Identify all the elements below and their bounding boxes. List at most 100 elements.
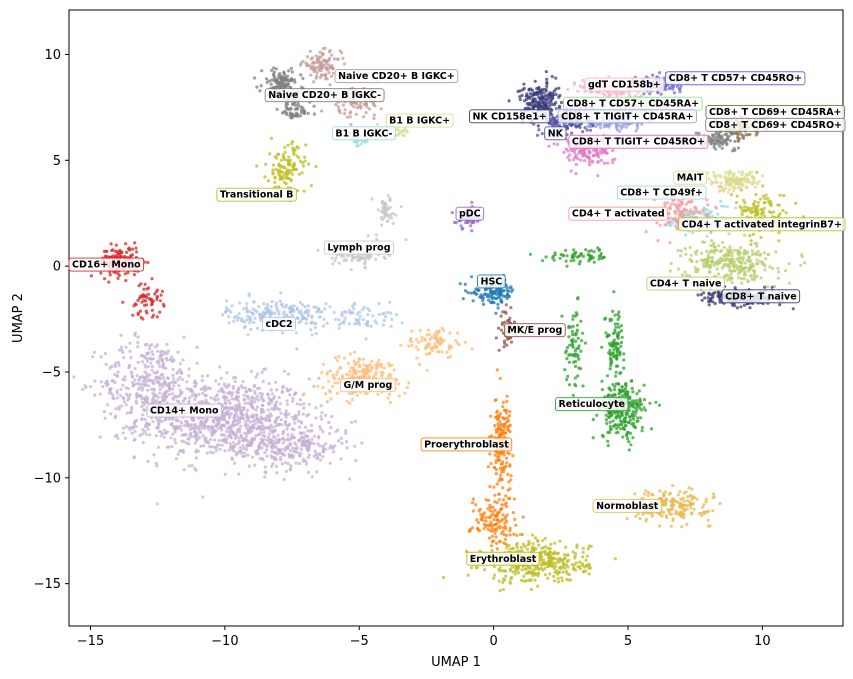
data-point (175, 426, 179, 430)
data-point (692, 507, 696, 511)
data-point (681, 504, 685, 508)
data-point (634, 411, 638, 415)
data-point (472, 220, 476, 224)
data-point (613, 385, 617, 389)
data-point (608, 348, 612, 352)
data-point (503, 310, 507, 314)
data-point (117, 364, 121, 368)
data-point (528, 96, 532, 101)
data-point (318, 458, 323, 462)
data-point (128, 341, 132, 345)
data-point (498, 526, 502, 530)
data-point (237, 402, 241, 406)
data-point (501, 486, 505, 490)
data-point (505, 399, 509, 404)
data-point (360, 441, 364, 445)
data-point (257, 305, 261, 309)
data-point (574, 561, 578, 565)
data-point (549, 107, 553, 111)
data-point (642, 383, 646, 387)
data-point (372, 102, 376, 107)
data-point (314, 76, 318, 80)
data-point (286, 143, 290, 147)
data-point (614, 382, 619, 386)
data-point (706, 509, 711, 513)
data-point (608, 424, 612, 429)
data-point (329, 425, 333, 430)
data-point (601, 434, 605, 439)
data-point (461, 226, 465, 230)
data-point (466, 290, 470, 295)
data-point (263, 465, 267, 469)
data-point (612, 290, 616, 294)
data-point (280, 452, 284, 456)
data-point (239, 384, 244, 388)
data-point (176, 350, 180, 354)
data-point (351, 372, 355, 376)
data-point (266, 401, 271, 405)
data-point (543, 536, 547, 541)
data-point (267, 432, 272, 436)
data-point (544, 255, 548, 259)
data-point (294, 461, 298, 465)
data-point (243, 431, 247, 435)
data-point (272, 78, 276, 82)
data-point (136, 345, 140, 349)
data-point (482, 511, 486, 515)
data-point (110, 379, 114, 383)
data-point (334, 429, 338, 434)
data-point (386, 396, 390, 400)
data-point (576, 565, 580, 569)
data-point (542, 550, 547, 554)
data-point (128, 392, 132, 396)
data-point (574, 125, 578, 129)
data-point (158, 387, 162, 391)
data-point (486, 507, 490, 511)
data-point (660, 514, 664, 518)
data-point (679, 497, 683, 501)
data-point (611, 419, 615, 423)
data-point (266, 435, 270, 439)
data-point (671, 500, 675, 504)
data-point (284, 461, 288, 465)
data-point (691, 501, 696, 505)
data-point (218, 365, 222, 369)
data-point (204, 400, 208, 404)
data-point (535, 133, 540, 137)
data-point (608, 319, 612, 323)
data-point (600, 388, 605, 392)
data-point (287, 69, 291, 73)
data-point (289, 179, 293, 183)
data-point (502, 339, 506, 343)
data-point (341, 56, 345, 60)
data-point (161, 399, 165, 403)
data-point (631, 417, 636, 421)
data-point (638, 403, 642, 407)
data-point (320, 51, 324, 55)
data-point (131, 313, 135, 317)
data-point (261, 379, 265, 384)
data-point (578, 123, 582, 127)
data-point (631, 390, 635, 394)
data-point (474, 287, 478, 291)
data-point (519, 578, 524, 583)
data-point (606, 394, 610, 398)
data-point (233, 419, 238, 423)
data-point (195, 345, 199, 349)
data-point (498, 589, 502, 593)
data-point (128, 248, 132, 252)
data-point (683, 508, 687, 512)
data-point (474, 503, 478, 507)
data-point (91, 355, 95, 359)
data-point (286, 372, 290, 376)
data-point (608, 343, 612, 347)
data-point (130, 247, 135, 251)
data-point (524, 567, 528, 571)
data-point (535, 100, 540, 104)
data-point (536, 86, 540, 91)
data-point (343, 108, 347, 112)
data-point (631, 415, 635, 419)
data-point (245, 302, 249, 306)
data-point (151, 396, 156, 400)
data-point (200, 426, 204, 430)
